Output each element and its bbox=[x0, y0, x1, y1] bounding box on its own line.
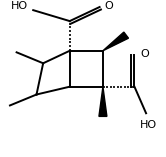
Polygon shape bbox=[103, 32, 128, 51]
Polygon shape bbox=[99, 87, 107, 116]
Text: HO: HO bbox=[10, 1, 28, 11]
Text: O: O bbox=[104, 1, 113, 11]
Text: O: O bbox=[141, 49, 150, 59]
Text: HO: HO bbox=[140, 120, 157, 130]
